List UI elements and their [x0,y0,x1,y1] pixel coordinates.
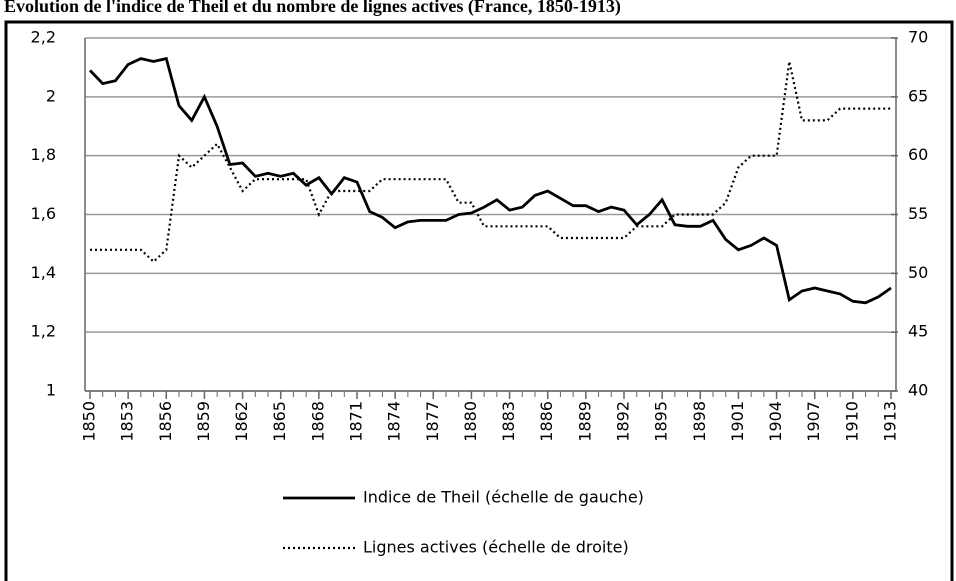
x-tick-label: 1850 [80,401,99,442]
x-tick-label: 1910 [842,401,861,442]
legend-label: Lignes actives (échelle de droite) [363,538,629,557]
x-tick-label: 1898 [690,401,709,442]
y2-tick-label: 50 [908,263,928,282]
x-tick-label: 1874 [385,401,404,442]
x-tick-label: 1889 [575,401,594,442]
x-tick-label: 1904 [766,401,785,442]
y2-tick-label: 70 [908,28,928,47]
x-tick-label: 1865 [270,401,289,442]
y2-tick-label: 40 [908,381,928,400]
y2-tick-label: 55 [908,204,928,223]
y-tick-label: 2,2 [31,28,56,47]
y-tick-label: 1,2 [31,322,56,341]
x-tick-label: 1862 [232,401,251,442]
x-tick-label: 1856 [156,401,175,442]
series-line [90,61,891,264]
legend-label: Indice de Theil (échelle de gauche) [363,488,644,507]
y-tick-label: 1,6 [31,204,56,223]
y-tick-label: 1,8 [31,145,56,164]
x-tick-label: 1886 [537,401,556,442]
y2-tick-label: 60 [908,145,928,164]
x-tick-label: 1853 [118,401,137,442]
x-tick-label: 1868 [308,401,327,442]
y2-tick-label: 45 [908,322,928,341]
y-tick-label: 1 [46,381,56,400]
x-tick-label: 1913 [881,401,900,442]
x-tick-label: 1880 [461,401,480,442]
x-tick-label: 1895 [652,401,671,442]
chart-frame [4,20,954,581]
y2-tick-label: 65 [908,86,928,105]
y-tick-label: 1,4 [31,263,56,282]
x-tick-label: 1883 [499,401,518,442]
x-tick-label: 1892 [614,401,633,442]
x-tick-label: 1871 [347,401,366,442]
y-tick-label: 2 [46,86,56,105]
x-tick-label: 1907 [804,401,823,442]
chart-title: Évolution de l'indice de Theil et du nom… [4,0,621,17]
x-tick-label: 1859 [194,401,213,442]
series-line [88,56,892,305]
x-tick-label: 1901 [728,401,747,442]
x-tick-label: 1877 [423,401,442,442]
